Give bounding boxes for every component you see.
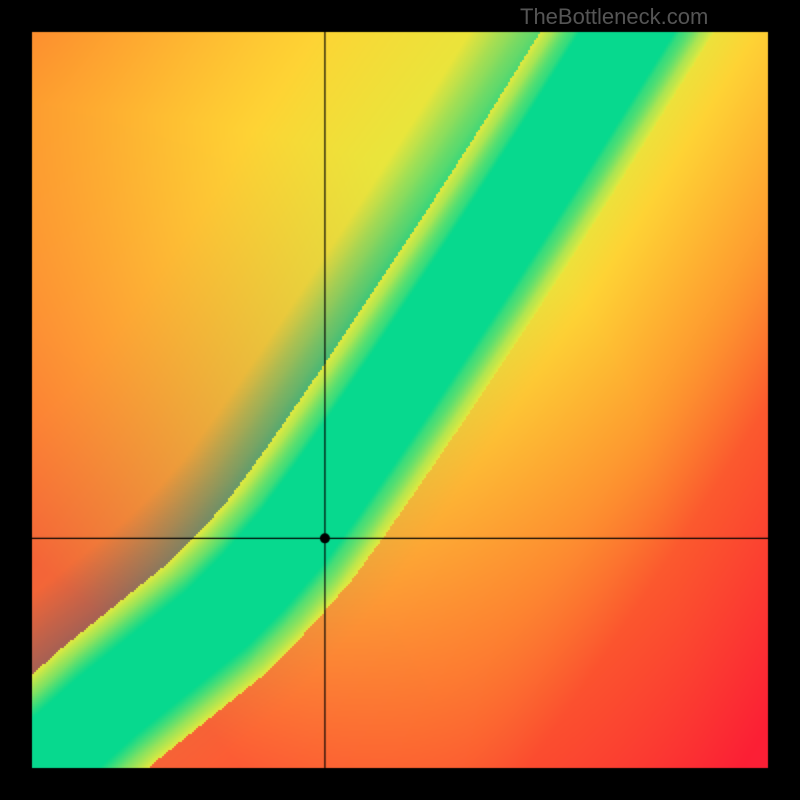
watermark-text: TheBottleneck.com (520, 4, 708, 30)
bottleneck-heatmap (0, 0, 800, 800)
